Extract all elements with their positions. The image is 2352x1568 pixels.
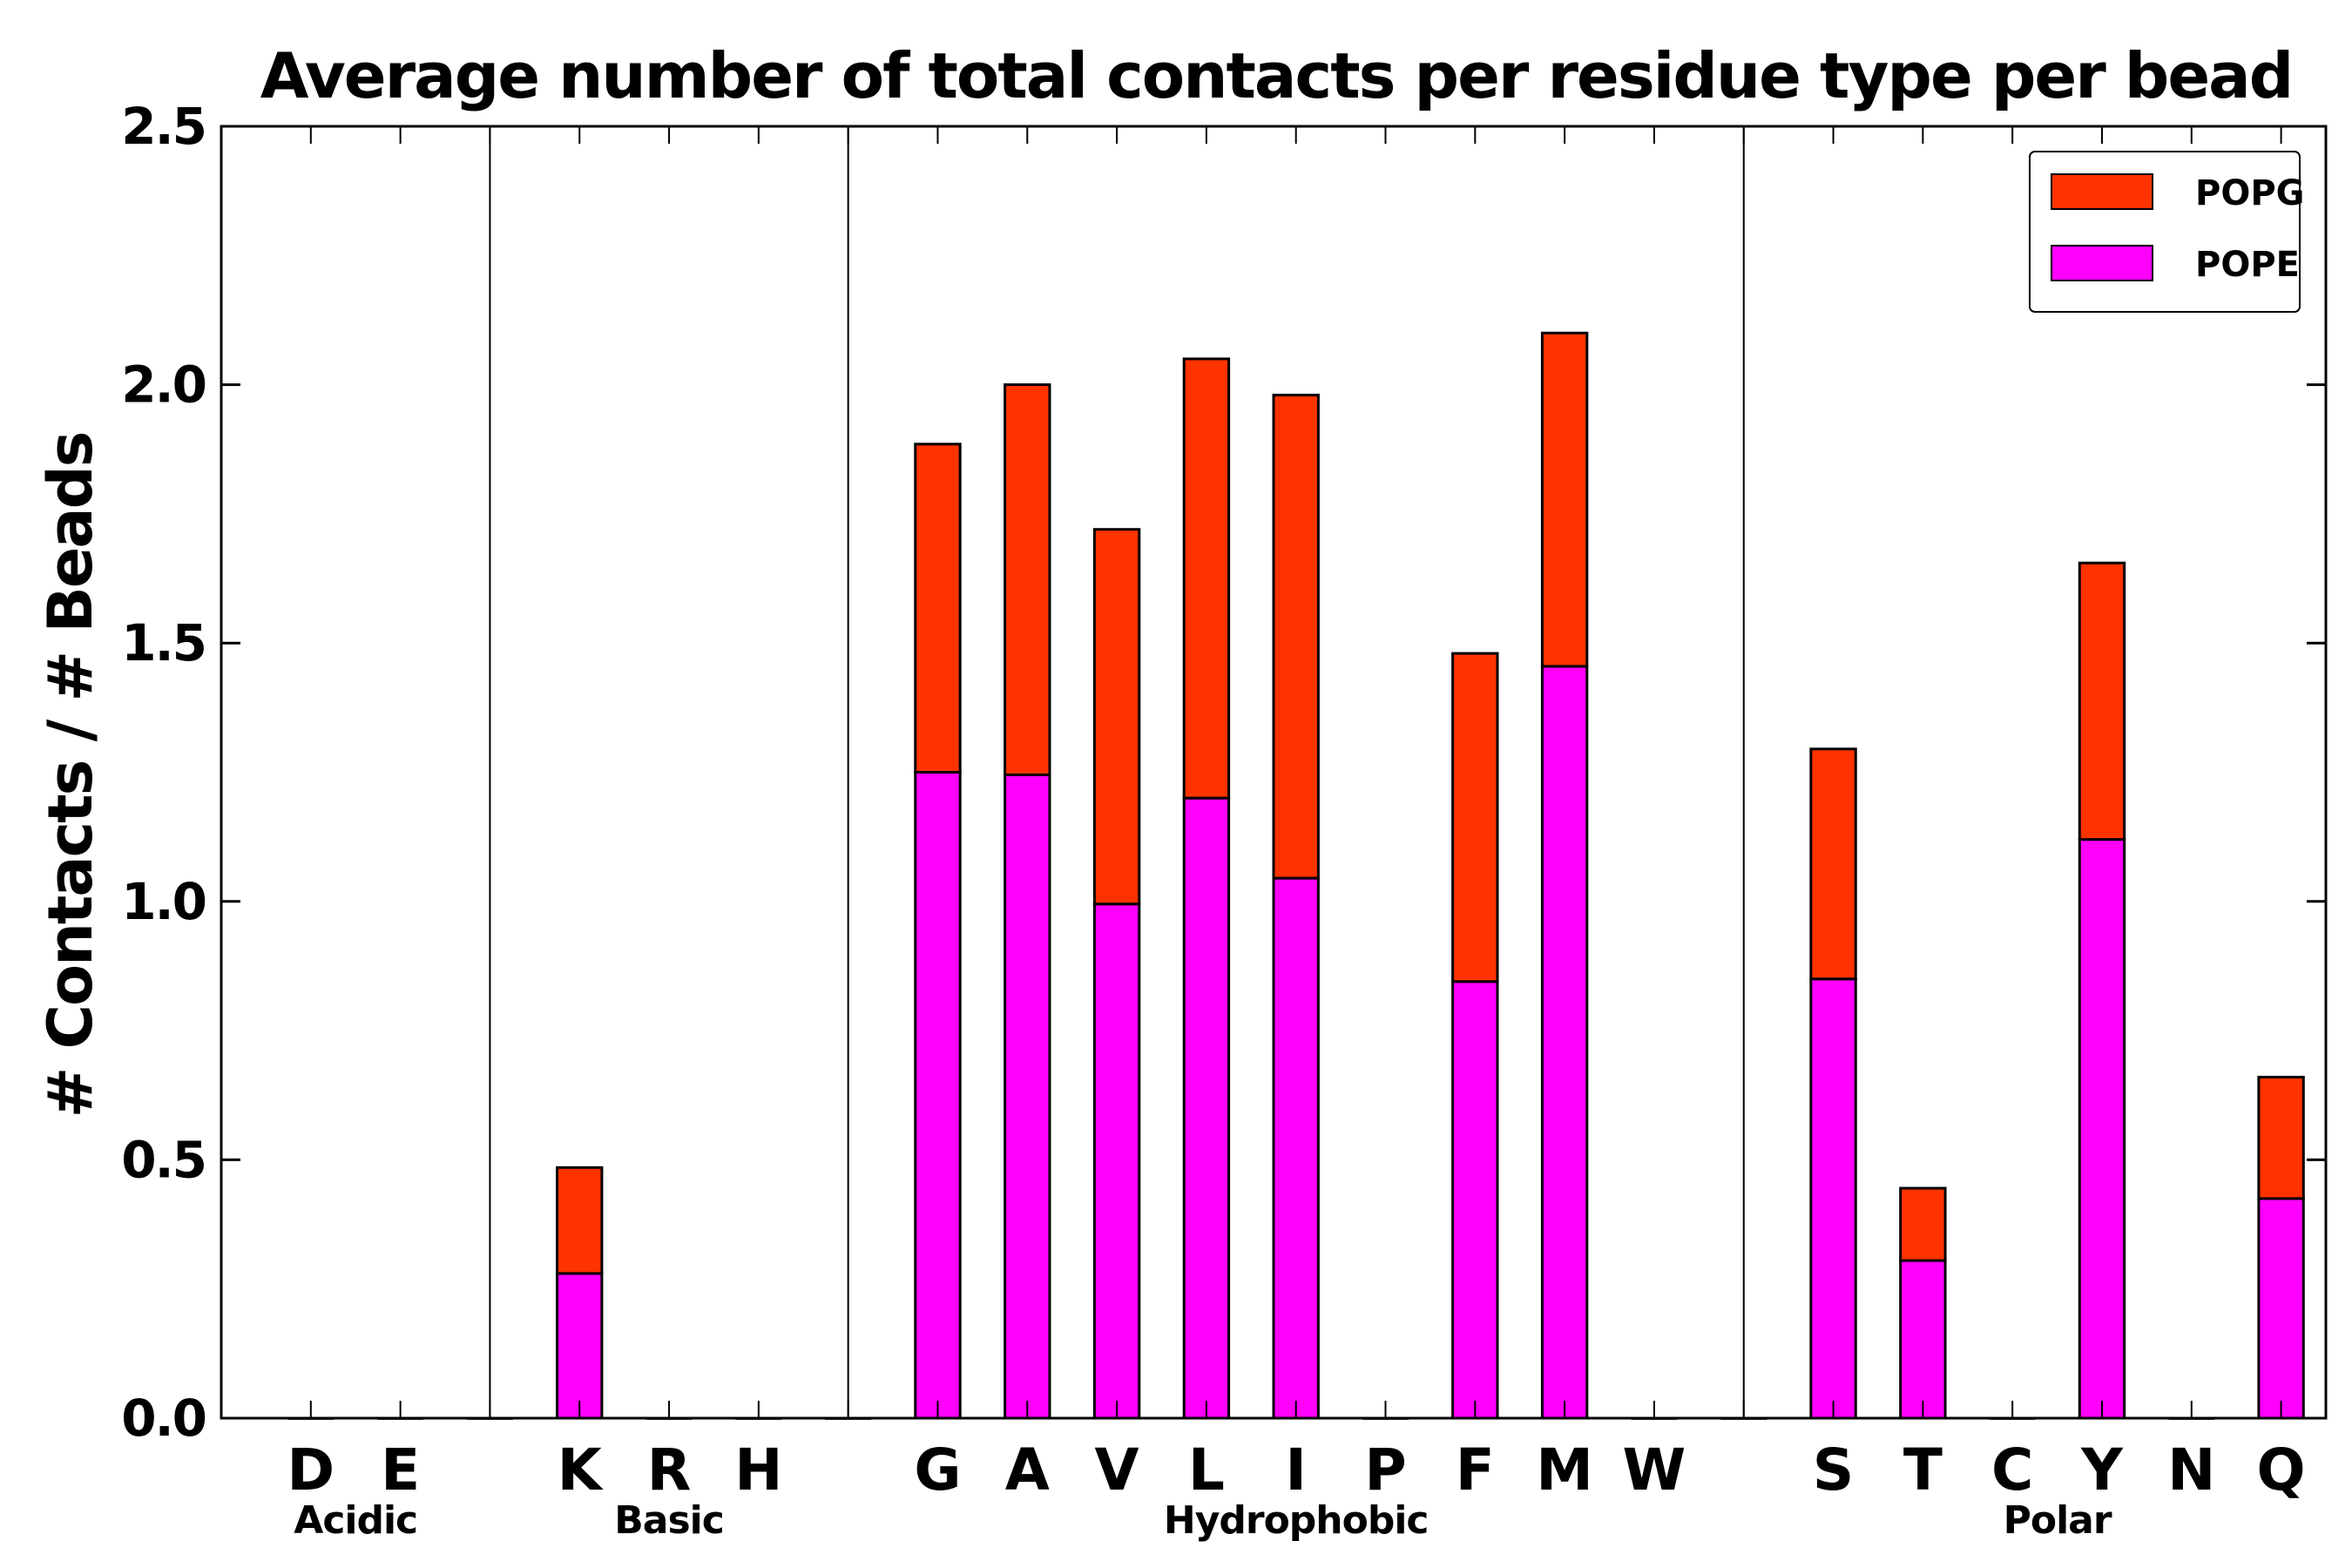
bar-pope-F — [1451, 980, 1499, 1420]
legend-label-popg: POPG — [2195, 173, 2304, 213]
x-tick-label: A — [1005, 1436, 1050, 1504]
x-tick-label: D — [287, 1436, 335, 1504]
bar-pope-L — [1182, 796, 1231, 1420]
group-labels: Acidic Basic Hydrophobic Polar — [294, 1498, 2113, 1543]
bars — [287, 331, 2305, 1420]
bar-popg-F — [1451, 652, 1499, 983]
y-tick-label: 1.0 — [121, 872, 206, 931]
group-label: Polar — [2004, 1498, 2112, 1543]
group-separators — [489, 126, 1745, 1418]
bar-pope-K — [556, 1272, 604, 1420]
bar-pope-Y — [2078, 838, 2126, 1420]
bar-pope-Q — [2257, 1197, 2305, 1420]
bar-popg-Y — [2078, 561, 2126, 841]
legend: POPG POPE — [2029, 151, 2304, 313]
x-tick-label: V — [1095, 1436, 1139, 1504]
x-tick-label: P — [1364, 1436, 1406, 1504]
bar-popg-Q — [2257, 1075, 2305, 1200]
bar-pope-I — [1272, 876, 1320, 1420]
y-tick-label: 0.5 — [121, 1130, 206, 1189]
legend-swatch-pope — [2051, 245, 2153, 281]
bar-pope-M — [1540, 665, 1589, 1420]
bar-popg-S — [1809, 747, 1857, 981]
y-axis: 0.0 0.5 1.0 1.5 2.0 2.5 — [121, 97, 2326, 1448]
legend-label-pope: POPE — [2195, 245, 2300, 285]
x-tick-label: Q — [2257, 1436, 2306, 1504]
x-tick-label: F — [1456, 1436, 1495, 1504]
x-tick-label: G — [914, 1436, 961, 1504]
bar-popg-M — [1540, 331, 1589, 668]
bar-popg-K — [556, 1166, 604, 1275]
x-tick-label: K — [558, 1436, 605, 1504]
x-tick-label: I — [1285, 1436, 1307, 1504]
x-tick-label: Y — [2080, 1436, 2124, 1504]
bar-popg-V — [1092, 528, 1141, 906]
bar-pope-S — [1809, 977, 1857, 1420]
y-tick-label: 2.5 — [121, 97, 206, 156]
y-axis-label: # Contacts / # Beads — [35, 433, 106, 1119]
group-label: Basic — [614, 1498, 724, 1543]
bar-popg-G — [914, 443, 962, 774]
x-tick-label: R — [647, 1436, 692, 1504]
x-tick-label: H — [734, 1436, 782, 1504]
plot-frame — [220, 125, 2328, 1420]
x-tick-label: S — [1813, 1436, 1855, 1504]
x-tick-label: N — [2167, 1436, 2215, 1504]
x-tick-label: C — [1991, 1436, 2033, 1504]
y-tick-label: 1.5 — [121, 613, 206, 672]
x-tick-label: W — [1623, 1436, 1686, 1504]
chart-title: Average number of total contacts per res… — [260, 39, 2293, 112]
x-tick-label: T — [1903, 1436, 1943, 1504]
y-tick-label: 0.0 — [121, 1389, 206, 1448]
x-tick-label: M — [1536, 1436, 1593, 1504]
bar-popg-A — [1004, 383, 1051, 776]
bar-popg-I — [1272, 393, 1320, 880]
bar-pope-V — [1092, 902, 1141, 1420]
y-tick-label: 2.0 — [121, 355, 206, 415]
legend-swatch-popg — [2051, 173, 2153, 210]
x-tick-label: L — [1188, 1436, 1225, 1504]
bar-pope-G — [914, 771, 962, 1420]
bar-pope-T — [1899, 1259, 1947, 1420]
bar-popg-T — [1899, 1186, 1947, 1262]
bar-pope-A — [1004, 773, 1051, 1420]
x-tick-label: E — [381, 1436, 420, 1504]
group-label: Hydrophobic — [1164, 1498, 1429, 1543]
group-label: Acidic — [294, 1498, 417, 1543]
bar-popg-L — [1182, 357, 1231, 800]
